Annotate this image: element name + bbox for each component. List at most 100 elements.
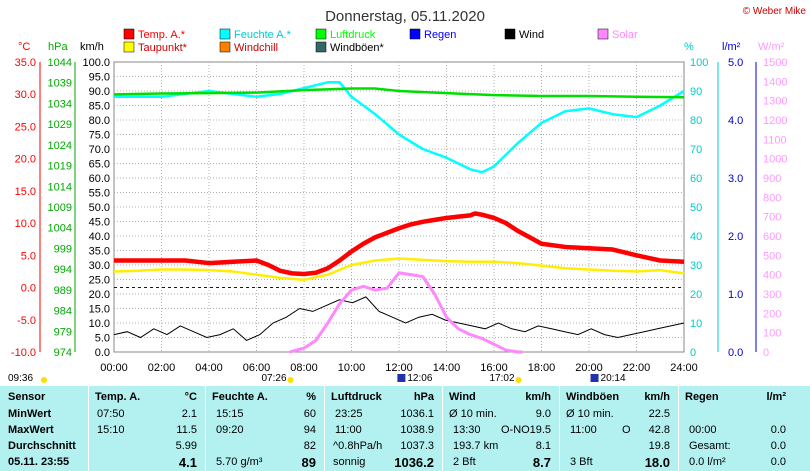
legend-swatch xyxy=(504,28,516,40)
wind-tick-label: 70.0 xyxy=(89,144,110,156)
humidity-tick-label: 100 xyxy=(690,57,708,69)
stats-gust-label: Ø 10 min. xyxy=(566,408,614,420)
pressure-tick-label: 1009 xyxy=(48,202,72,214)
stats-temp-max: 11.5 xyxy=(176,424,197,436)
stats-pressure-unit: hPa xyxy=(413,391,434,403)
wind-tick-label: 85.0 xyxy=(89,101,110,113)
stats-sensor-header: Sensor xyxy=(8,391,46,403)
pressure-tick-label: 1024 xyxy=(48,140,72,152)
stats-rain-time: 00:00 xyxy=(689,424,717,436)
legend-swatch xyxy=(315,28,327,40)
sun-markers: 09:36 07:26 17:02 12:06 20:14 xyxy=(8,373,626,384)
sun-icon xyxy=(515,377,522,383)
solar-tick-label: 500 xyxy=(763,250,781,262)
x-tick-label: 14:00 xyxy=(433,362,461,374)
stats-rain-total: 0.0 xyxy=(770,440,786,452)
stats-wind-avg10: 9.0 xyxy=(535,408,551,420)
stats-wind-label: Ø 10 min. xyxy=(449,408,497,420)
solar-axis-unit: W/m² xyxy=(758,41,785,53)
legend-swatch xyxy=(409,28,421,40)
solar-tick-label: 1400 xyxy=(763,76,787,88)
pressure-axis-unit: hPa xyxy=(48,41,68,53)
pressure-tick-label: 984 xyxy=(54,306,72,318)
sunrise-label: 07:26 xyxy=(262,373,287,384)
stats-wind-max: 19.5 xyxy=(529,424,551,436)
chart-grid xyxy=(113,61,685,353)
statistics-panel: Sensor MinWert MaxWert Durchschnitt 05.1… xyxy=(0,386,810,471)
stats-gust-bft: 3 Bft xyxy=(570,456,593,468)
stats-humidity-col: Feuchte A. % 15:15 60 09:20 94 82 5.70 g… xyxy=(206,386,324,471)
wind-tick-label: 45.0 xyxy=(89,217,110,229)
wind-tick-label: 75.0 xyxy=(89,130,110,142)
x-tick-label: 18:00 xyxy=(528,362,556,374)
wind-tick-label: 80.0 xyxy=(89,115,110,127)
pressure-tick-label: 1004 xyxy=(48,223,72,235)
pressure-tick-label: 994 xyxy=(54,264,72,276)
humidity-tick-label: 60 xyxy=(690,173,702,185)
wind-tick-label: 35.0 xyxy=(89,246,110,258)
stats-row-label: MinWert xyxy=(8,408,52,420)
weather-chart: Donnerstag, 05.11.2020 © Weber Mike Temp… xyxy=(8,6,807,384)
wind-line xyxy=(113,296,685,341)
stats-pressure-min: 1036.1 xyxy=(400,408,434,420)
stats-pressure-col: Luftdruck hPa 23:25 1036.1 11:00 1038.9 … xyxy=(325,386,442,471)
legend-swatch xyxy=(219,41,231,53)
solar-tick-label: 1200 xyxy=(763,115,787,127)
x-tick-label: 22:00 xyxy=(623,362,651,374)
rain-tick-label: 5.0 xyxy=(728,57,743,69)
wind-tick-label: 0.0 xyxy=(95,347,110,359)
wind-tick-label: 100.0 xyxy=(82,57,110,69)
rain-tick-label: 1.0 xyxy=(728,289,743,301)
stats-rain-max: 0.0 xyxy=(770,424,786,436)
pressure-tick-label: 1034 xyxy=(48,98,72,110)
solar-tick-label: 700 xyxy=(763,212,781,224)
stats-wind-avg: 8.1 xyxy=(535,440,551,452)
moon-icon xyxy=(590,374,599,382)
stats-temp-col: Temp. A. °C 07:50 2.1 15:10 11.5 5.99 4.… xyxy=(89,386,205,471)
stats-humidity-avg: 82 xyxy=(303,440,316,452)
humidity-tick-label: 0 xyxy=(690,347,696,359)
legend-label: Windböen* xyxy=(330,42,385,54)
humidity-tick-label: 70 xyxy=(690,144,702,156)
stats-wind-header: Wind xyxy=(449,391,476,403)
rain-tick-label: 2.0 xyxy=(728,231,743,243)
solar-tick-label: 400 xyxy=(763,270,781,282)
pressure-tick-label: 974 xyxy=(54,347,72,359)
pressure-tick-label: 1039 xyxy=(48,78,72,90)
wind-tick-label: 5.0 xyxy=(95,333,110,345)
temperature-line xyxy=(114,211,685,277)
stats-wind-bft: 2 Bft xyxy=(453,456,476,468)
legend-label: Feuchte A.* xyxy=(234,29,292,41)
pressure-tick-label: 999 xyxy=(54,243,72,255)
humidity-tick-label: 20 xyxy=(690,289,702,301)
pressure-tick-label: 1044 xyxy=(48,57,72,69)
wind-tick-label: 40.0 xyxy=(89,231,110,243)
stats-wind-time: 13:30 xyxy=(453,424,481,436)
stats-pressure-max: 1038.9 xyxy=(400,424,434,436)
rain-tick-label: 3.0 xyxy=(728,173,743,185)
stats-wind-dir: O-NO xyxy=(501,424,530,436)
temp-tick-label: 15.0 xyxy=(15,186,36,198)
stats-rain-col: Regen l/m² 00:00 0.0 Gesamt: 0.0 0.0 l/m… xyxy=(679,386,794,471)
axis-unit-labels: °C hPa km/h% l/m² W/m² xyxy=(18,41,785,53)
solar-tick-label: 1100 xyxy=(763,134,787,146)
solar-line xyxy=(289,271,523,354)
stats-pressure-avg: 1037.3 xyxy=(400,440,434,452)
stats-pressure-forecast: sonnig xyxy=(333,456,366,468)
pressure-tick-label: 979 xyxy=(54,326,72,338)
stats-gust-dir: O xyxy=(622,424,631,436)
legend-label: Wind xyxy=(519,29,544,41)
pressure-line xyxy=(113,87,685,99)
axis-ticks: 35.0 30.0 25.0 20.0 15.0 10.0 5.0 0.0 -5.0 -10.0 1… xyxy=(11,57,788,374)
stats-rain-header: Regen xyxy=(685,391,719,403)
stats-temp-unit: °C xyxy=(184,391,197,403)
wind-tick-label: 95.0 xyxy=(89,72,110,84)
stats-wind-run: 193.7 km xyxy=(453,440,499,452)
temp-tick-label: -5.0 xyxy=(17,315,36,327)
legend-label: Solar xyxy=(612,29,638,41)
legend-label: Temp. A.* xyxy=(138,29,186,41)
rain-axis-unit: l/m² xyxy=(722,41,741,53)
humidity-tick-label: 80 xyxy=(690,115,702,127)
solar-tick-label: 800 xyxy=(763,192,781,204)
x-tick-label: 20:00 xyxy=(575,362,603,374)
